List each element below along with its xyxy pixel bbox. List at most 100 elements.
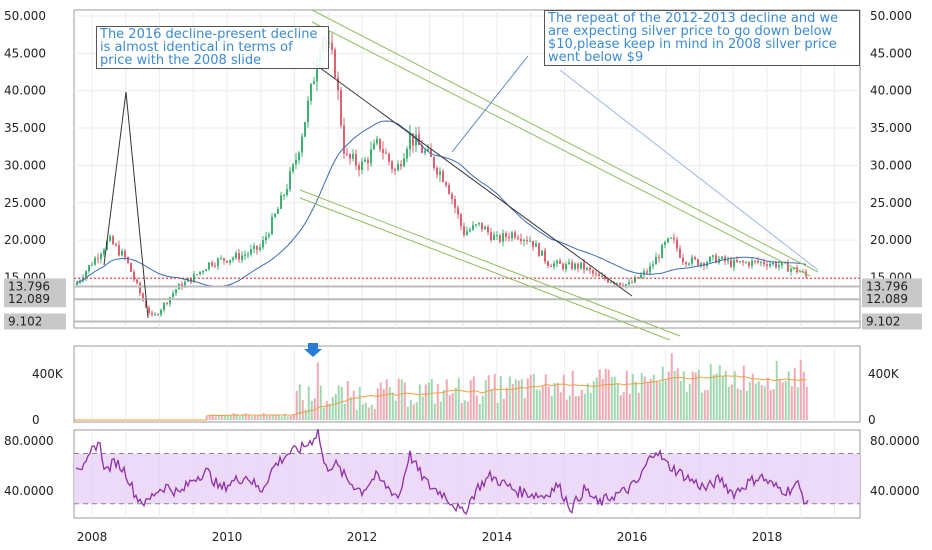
price-tick-right: 40.000 bbox=[870, 84, 912, 98]
candle-body bbox=[121, 250, 123, 256]
candle-body bbox=[649, 266, 651, 273]
price-level-label-left: 13.796 bbox=[8, 279, 50, 293]
candle-body bbox=[619, 282, 621, 285]
volume-bar bbox=[355, 409, 358, 420]
candle-body bbox=[76, 282, 78, 285]
volume-bar bbox=[532, 373, 535, 420]
volume-bar bbox=[550, 395, 553, 420]
candle-body bbox=[271, 216, 273, 235]
volume-bar bbox=[757, 381, 760, 420]
volume-bar bbox=[688, 383, 691, 420]
candle-body bbox=[175, 289, 177, 294]
price-tick-right: 45.000 bbox=[870, 46, 912, 60]
channel-line bbox=[311, 9, 819, 273]
volume-bar bbox=[499, 376, 502, 420]
annotation-right: The repeat of the 2012-2013 decline and … bbox=[544, 10, 860, 66]
volume-bar bbox=[634, 381, 637, 420]
volume-bar bbox=[796, 387, 799, 420]
volume-bar bbox=[652, 374, 655, 420]
volume-bar bbox=[235, 414, 238, 420]
candle-body bbox=[355, 154, 357, 166]
volume-bar bbox=[520, 379, 523, 420]
volume-bar bbox=[637, 392, 640, 420]
candle-body bbox=[781, 262, 783, 266]
volume-bar bbox=[529, 374, 532, 420]
candle-body bbox=[727, 260, 729, 262]
volume-bar bbox=[730, 384, 733, 420]
candle-body bbox=[553, 263, 555, 267]
volume-bar bbox=[802, 371, 805, 420]
volume-bar bbox=[433, 403, 436, 420]
volume-bar bbox=[643, 376, 646, 420]
volume-bar bbox=[610, 377, 613, 420]
volume-bar bbox=[604, 368, 607, 420]
candle-body bbox=[676, 239, 678, 249]
candle-body bbox=[628, 282, 630, 285]
volume-bar bbox=[787, 371, 790, 420]
candle-body bbox=[145, 300, 147, 308]
candle-body bbox=[697, 259, 699, 266]
projection-line bbox=[559, 69, 819, 271]
x-tick-label: 2018 bbox=[752, 530, 783, 544]
volume-bar bbox=[349, 396, 352, 420]
candle-body bbox=[439, 171, 441, 175]
candle-body bbox=[406, 148, 408, 159]
candle-body bbox=[592, 270, 594, 274]
volume-bar bbox=[694, 372, 697, 420]
candle-body bbox=[487, 226, 489, 233]
volume-bar bbox=[781, 382, 784, 420]
volume-bar bbox=[679, 381, 682, 420]
candle-body bbox=[310, 84, 312, 101]
candle-body bbox=[532, 240, 534, 247]
candle-body bbox=[556, 260, 558, 264]
candle-body bbox=[538, 243, 540, 256]
volume-bar bbox=[418, 384, 421, 420]
volume-bar bbox=[481, 395, 484, 420]
volume-bar bbox=[685, 391, 688, 420]
volume-bar bbox=[640, 372, 643, 420]
candle-body bbox=[541, 250, 543, 256]
candle-body bbox=[736, 260, 738, 263]
candle-body bbox=[400, 164, 402, 167]
candle-body bbox=[85, 271, 87, 278]
candle-body bbox=[694, 257, 696, 260]
volume-bar bbox=[442, 389, 445, 420]
candle-body bbox=[259, 247, 261, 250]
price-level-tag-left bbox=[4, 291, 66, 308]
volume-bar bbox=[457, 378, 460, 420]
candle-body bbox=[433, 157, 435, 168]
candle-body bbox=[307, 100, 309, 123]
x-tick-label: 2012 bbox=[347, 530, 378, 544]
volume-bar bbox=[538, 390, 541, 420]
volume-bar bbox=[367, 407, 370, 420]
candle-body bbox=[343, 125, 345, 154]
volume-bar bbox=[595, 377, 598, 420]
candle-body bbox=[520, 238, 522, 242]
candle-body bbox=[160, 309, 162, 315]
volume-bar bbox=[565, 399, 568, 420]
volume-bar bbox=[778, 378, 781, 420]
volume-bar bbox=[505, 387, 508, 420]
volume-bar bbox=[601, 378, 604, 420]
candle-body bbox=[88, 265, 90, 272]
volume-bar bbox=[364, 402, 367, 420]
price-level-label-right: 13.796 bbox=[866, 279, 908, 293]
candle-body bbox=[517, 237, 519, 239]
volume-bar bbox=[484, 379, 487, 420]
volume-bar bbox=[664, 381, 667, 420]
candle-body bbox=[544, 250, 546, 262]
down-arrow-icon bbox=[304, 343, 322, 357]
candle-body bbox=[226, 260, 228, 263]
candle-body bbox=[220, 258, 222, 260]
volume-bar bbox=[721, 376, 724, 420]
volume-bar bbox=[583, 393, 586, 420]
candle-body bbox=[286, 189, 288, 195]
candle-body bbox=[274, 213, 276, 217]
candle-body bbox=[268, 234, 270, 237]
candle-body bbox=[673, 237, 675, 240]
volume-bar bbox=[736, 388, 739, 420]
candle-body bbox=[739, 261, 741, 263]
candle-body bbox=[772, 262, 774, 265]
candle-body bbox=[652, 264, 654, 267]
candle-body bbox=[427, 148, 429, 151]
